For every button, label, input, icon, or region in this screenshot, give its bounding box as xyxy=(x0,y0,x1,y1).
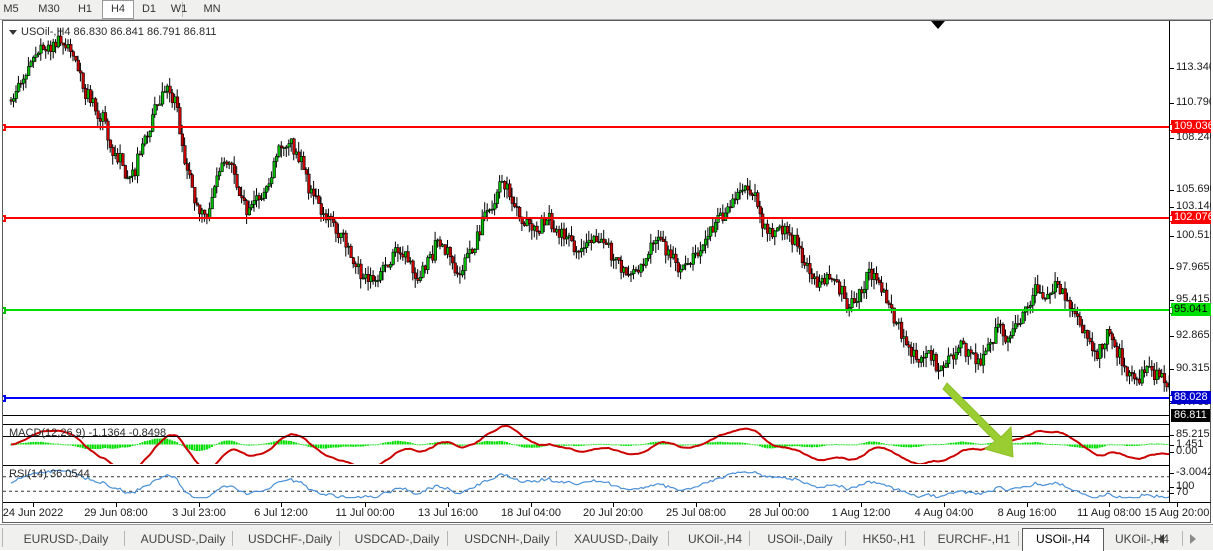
chart-plot-area[interactable]: USOil-,H4 86.830 86.841 86.791 86.811 MA… xyxy=(3,21,1169,502)
price-label-current-price[interactable]: 86.811 xyxy=(1171,409,1210,422)
chart-tab[interactable]: USOil-,Daily xyxy=(767,532,833,546)
price-label-support[interactable]: 88.028 xyxy=(1170,391,1211,404)
tab-separator xyxy=(749,531,750,546)
level-line-support[interactable] xyxy=(3,395,1169,402)
rsi-series xyxy=(3,469,1169,499)
chart-tab[interactable]: USDCHF-,Daily xyxy=(248,532,332,546)
chart-tab[interactable]: AUDUSD-,Daily xyxy=(140,532,226,546)
chart-tab[interactable]: UKOil-,H4 xyxy=(687,532,742,546)
price-label-support[interactable]: 95.041 xyxy=(1170,303,1211,316)
price-label-resistance[interactable]: 102.076 xyxy=(1170,211,1211,224)
tab-separator xyxy=(447,531,448,546)
timeframe-m5-button[interactable]: M5 xyxy=(3,3,19,15)
tab-separator xyxy=(1182,531,1183,546)
tabbar-left-edge xyxy=(2,528,3,547)
chart-tab[interactable]: HK50-,H1 xyxy=(862,532,916,546)
rsi-pane: RSI(14) 36.0544 xyxy=(3,465,1169,502)
rsi-label: RSI(14) 36.0544 xyxy=(9,468,90,480)
level-line-current-price[interactable] xyxy=(3,415,1169,416)
toolbar-divider xyxy=(182,2,183,17)
down-arrow-annotation[interactable] xyxy=(941,379,1023,461)
macd-pane: MACD(12,26,9) -1.1364 -0.8498 xyxy=(3,424,1169,464)
chart-tab[interactable]: XAUUSD-,Daily xyxy=(573,532,658,546)
tab-scroll-right-icon[interactable] xyxy=(1190,534,1196,544)
chart-top-marker-icon xyxy=(931,21,945,29)
chart-tab-active[interactable]: USOil-,H4 xyxy=(1022,528,1104,551)
level-line-resistance[interactable] xyxy=(3,124,1169,131)
chart-tab[interactable]: USDCAD-,Daily xyxy=(354,532,440,546)
candlestick-series xyxy=(9,27,1169,392)
level-line-guide xyxy=(3,436,1169,437)
chart-tab[interactable]: EURCHF-,H1 xyxy=(937,532,1011,546)
tab-separator xyxy=(845,531,846,546)
tab-separator xyxy=(924,531,925,546)
chart-tab[interactable]: EURUSD-,Daily xyxy=(23,532,109,546)
timeframe-mn-button[interactable]: MN xyxy=(203,3,221,15)
tab-separator xyxy=(668,531,669,546)
tab-separator xyxy=(339,531,340,546)
timeframe-w1-button[interactable]: W1 xyxy=(170,3,188,15)
ohlc-text: USOil-,H4 86.830 86.841 86.791 86.811 xyxy=(21,26,217,38)
tab-separator xyxy=(556,531,557,546)
level-line-support[interactable] xyxy=(3,307,1169,314)
price-pane: USOil-,H4 86.830 86.841 86.791 86.811 xyxy=(3,21,1169,424)
collapse-caret-icon[interactable] xyxy=(9,29,17,35)
chart-tab-bar: EURUSD-,Daily AUDUSD-,Daily USDCHF-,Daily U… xyxy=(0,524,1213,551)
timeframe-d1-button[interactable]: D1 xyxy=(141,3,157,15)
price-label-resistance[interactable]: 109.036 xyxy=(1170,120,1211,133)
timeframe-h1-button[interactable]: H1 xyxy=(77,3,93,15)
chart-symbol-header: USOil-,H4 86.830 86.841 86.791 86.811 xyxy=(9,26,217,38)
timeframe-toolbar: M5 M30 H1 H4 D1 W1 MN xyxy=(0,0,1213,20)
level-line-resistance[interactable] xyxy=(3,215,1169,222)
chart-tab[interactable]: USDCNH-,Daily xyxy=(464,532,550,546)
macd-series xyxy=(10,425,1169,464)
price-axis[interactable]: 113.340110.790108.240105.690103.140100.5… xyxy=(1169,21,1211,502)
chart-frame: USOil-,H4 86.830 86.841 86.791 86.811 MA… xyxy=(2,20,1211,523)
timeframe-m30-button[interactable]: M30 xyxy=(38,3,60,15)
tab-separator xyxy=(1018,531,1019,546)
time-axis[interactable]: 24 Jun 2022 29 Jun 08:00 3 Jul 23:00 6 Jul … xyxy=(3,502,1211,522)
macd-label: MACD(12,26,9) -1.1364 -0.8498 xyxy=(9,427,167,439)
tab-separator xyxy=(232,531,233,546)
timeframe-h4-button[interactable]: H4 xyxy=(102,0,134,19)
tab-scroll-left-icon[interactable] xyxy=(1158,534,1164,544)
chart-tab[interactable]: UKOil-,H4 xyxy=(1114,532,1169,546)
tab-separator xyxy=(124,531,125,546)
